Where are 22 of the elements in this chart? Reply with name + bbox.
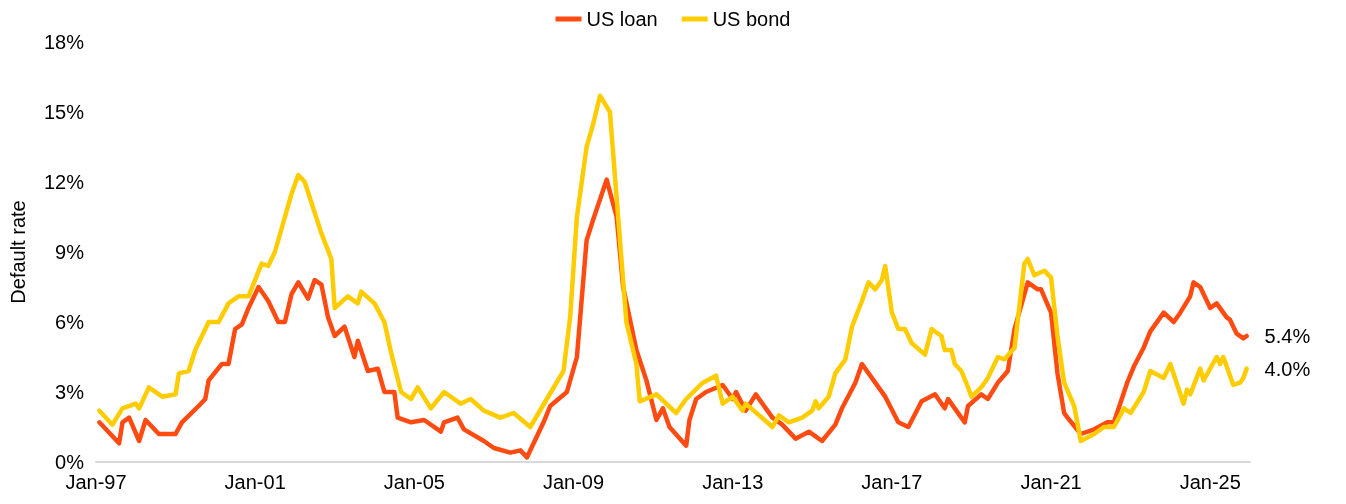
legend-label: US bond xyxy=(712,8,791,30)
x-tick-label: Jan-17 xyxy=(861,471,923,493)
x-tick-label: Jan-05 xyxy=(383,471,445,493)
data-label: 5.4% xyxy=(1264,325,1311,347)
y-tick-label: 9% xyxy=(55,241,85,263)
x-tick-label: Jan-97 xyxy=(65,471,127,493)
legend-label: US loan xyxy=(586,8,658,30)
line-series xyxy=(97,93,1249,444)
x-tick-label: Jan-09 xyxy=(542,471,605,493)
y-tick-label: 15% xyxy=(43,101,85,123)
y-axis-title: Default rate xyxy=(7,200,29,304)
y-tick-label: 3% xyxy=(55,381,85,403)
x-tick-label: Jan-21 xyxy=(1020,471,1082,493)
x-tick-label: Jan-01 xyxy=(224,471,286,493)
y-tick-label: 6% xyxy=(55,311,85,333)
x-tick-label: Jan-13 xyxy=(702,471,764,493)
y-tick-label: 18% xyxy=(43,31,85,53)
y-tick-label: 12% xyxy=(43,171,85,193)
data-label: 4.0% xyxy=(1264,357,1311,380)
line-series xyxy=(97,177,1249,460)
x-tick-label: Jan-25 xyxy=(1179,471,1241,493)
y-tick-label: 0% xyxy=(55,451,85,473)
